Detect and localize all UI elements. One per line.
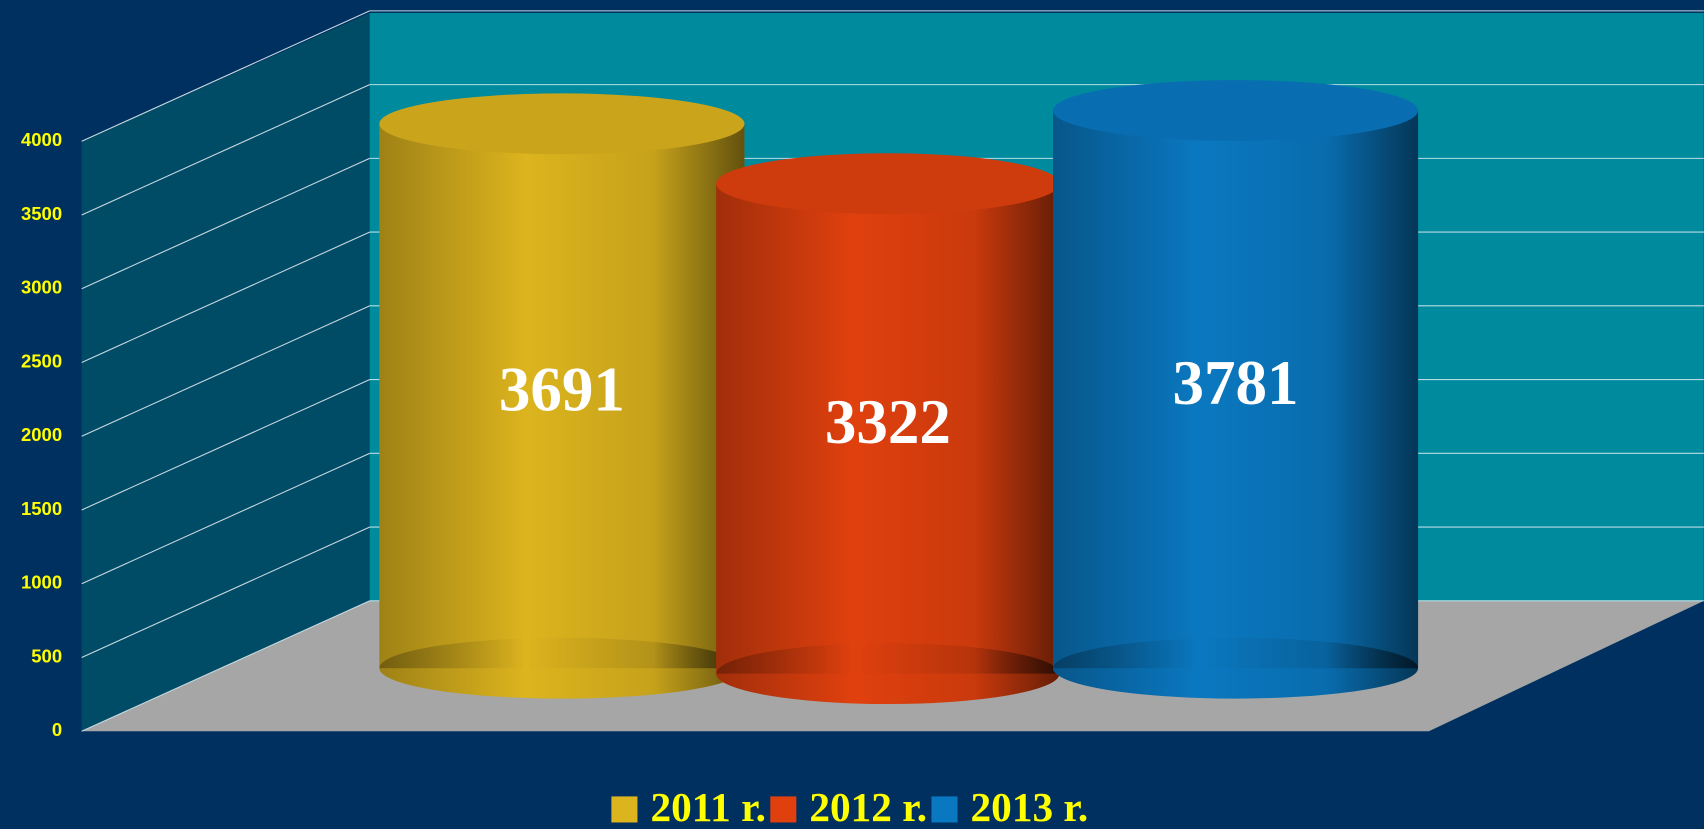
legend-swatch	[611, 796, 638, 823]
cylinder-top-shade	[716, 153, 1060, 215]
grid-line	[81, 305, 370, 437]
legend-label: 2012 r.	[809, 784, 927, 829]
cylinder-top	[1053, 80, 1419, 141]
cylinder	[1053, 80, 1419, 699]
y-tick-label: 1500	[21, 498, 62, 519]
value-label: 3781	[1173, 348, 1299, 418]
y-tick-label: 1000	[21, 572, 62, 593]
value-label: 3322	[825, 387, 951, 457]
y-tick-label: 4000	[21, 129, 62, 150]
legend-swatch	[931, 796, 958, 823]
cylinder-top	[716, 153, 1060, 215]
grid-line	[81, 157, 370, 290]
cylinder-top-shade	[379, 93, 745, 155]
grid-line	[81, 84, 370, 216]
legend: 2011 r. 2012 r. 2013 r.	[611, 784, 1088, 829]
legend-label: 2011 r.	[651, 784, 766, 829]
y-tick-label: 3000	[21, 277, 62, 298]
grid-line	[81, 526, 370, 658]
cylinder-shade	[716, 183, 1060, 674]
grid-line	[81, 600, 370, 732]
grid-line	[81, 231, 370, 363]
grid-line	[81, 452, 370, 585]
grid-line	[81, 10, 370, 142]
cylinder-top	[379, 93, 745, 155]
legend-label: 2013 r.	[971, 784, 1089, 829]
cylinder-top-shade	[1053, 80, 1419, 141]
y-tick-label: 0	[52, 719, 62, 740]
y-tick-label: 2000	[21, 424, 62, 445]
grid-line	[81, 379, 370, 511]
cylinder	[379, 93, 745, 699]
cylinder	[716, 153, 1060, 705]
cylinder-shade	[1053, 110, 1419, 669]
y-tick-label: 2500	[21, 350, 62, 371]
legend-swatch	[770, 796, 797, 823]
value-label: 3691	[499, 354, 625, 424]
cylinder-shade	[379, 123, 745, 669]
y-tick-label: 3500	[21, 203, 62, 224]
y-tick-label: 500	[31, 645, 62, 666]
